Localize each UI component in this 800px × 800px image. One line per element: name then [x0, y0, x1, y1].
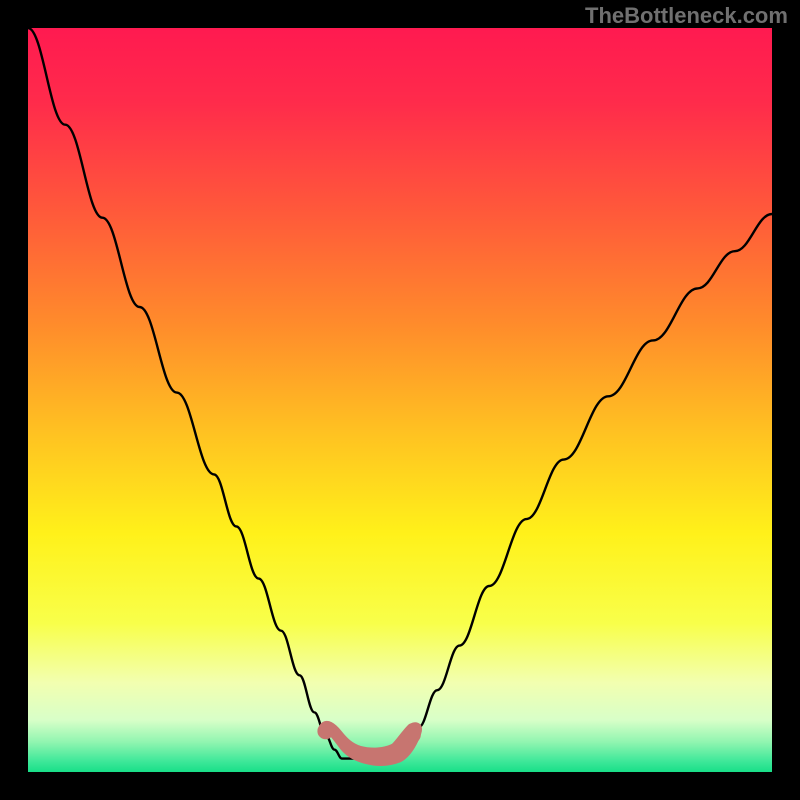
highlight-endpoint [404, 727, 420, 743]
gradient-background [28, 28, 772, 772]
chart-svg [28, 28, 772, 772]
watermark-text: TheBottleneck.com [585, 3, 788, 29]
highlight-endpoint [317, 723, 333, 739]
